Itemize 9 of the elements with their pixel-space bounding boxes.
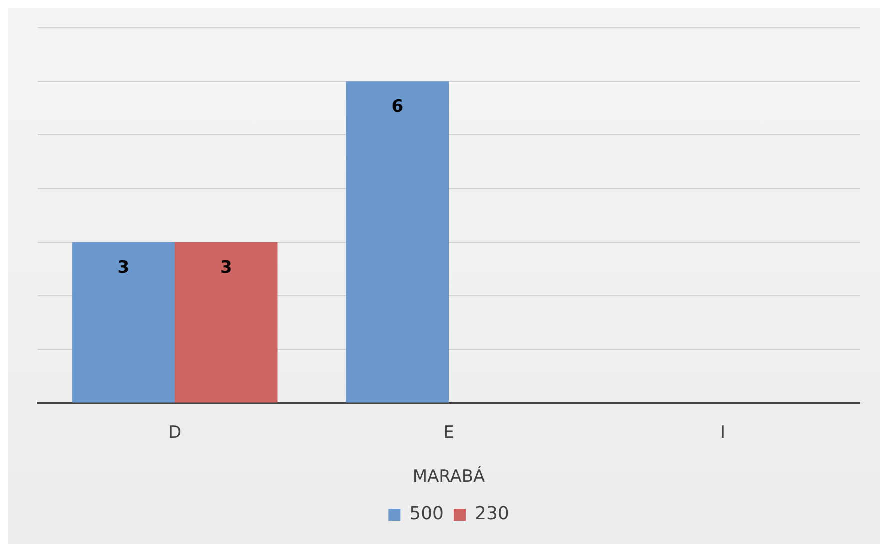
legend-label: 230 [475,504,510,525]
data-label: 3 [220,258,232,278]
x-tick-label: I [720,422,726,443]
x-axis-title: MARABÁ [412,466,486,488]
legend-label: 500 [410,504,444,525]
data-label: 3 [118,258,130,278]
data-label: 6 [392,97,404,118]
x-tick-label: E [444,422,454,443]
x-tick-label: D [168,422,182,443]
